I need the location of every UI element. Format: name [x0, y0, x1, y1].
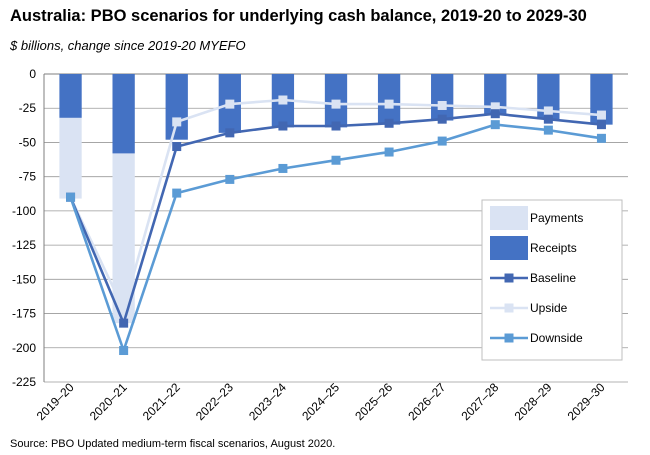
bar-payments	[59, 117, 82, 199]
marker-upside	[225, 99, 235, 109]
bar-receipts	[484, 74, 507, 116]
bar-receipts	[537, 74, 560, 120]
marker-baseline	[119, 318, 129, 328]
x-tick-label: 2022–23	[193, 380, 236, 423]
y-tick-label: -150	[12, 272, 36, 286]
bar-receipts	[59, 74, 82, 118]
marker-upside	[172, 117, 182, 127]
x-tick-label: 2024–25	[299, 380, 342, 423]
y-tick-label: -125	[12, 238, 36, 252]
bar-payments	[112, 153, 135, 324]
bar-receipts	[431, 74, 454, 121]
y-tick-label: -225	[12, 375, 36, 389]
marker-upside	[384, 99, 394, 109]
chart-title: Australia: PBO scenarios for underlying …	[10, 7, 587, 25]
marker-upside	[543, 106, 553, 116]
marker-downside	[119, 346, 129, 356]
x-tick-label: 2020–21	[87, 380, 130, 423]
marker-baseline	[278, 121, 288, 131]
marker-downside	[437, 136, 447, 146]
legend-label: Payments	[530, 211, 583, 225]
y-tick-label: -175	[12, 307, 36, 321]
y-tick-label: -75	[19, 170, 37, 184]
marker-downside	[66, 192, 76, 202]
marker-baseline	[543, 114, 553, 124]
marker-baseline	[596, 120, 606, 130]
x-tick-label: 2023–24	[246, 380, 289, 423]
chart-subtitle: $ billions, change since 2019-20 MYEFO	[10, 38, 246, 53]
x-tick-label: 2025–26	[352, 380, 395, 423]
marker-downside	[384, 147, 394, 157]
marker-baseline	[384, 118, 394, 128]
legend-label: Receipts	[530, 241, 577, 255]
legend-label: Downside	[530, 331, 583, 345]
marker-downside	[490, 120, 500, 130]
legend-label: Upside	[530, 301, 568, 315]
x-tick-label: 2026–27	[405, 380, 448, 423]
legend-swatch	[490, 236, 528, 260]
y-tick-label: -200	[12, 341, 36, 355]
marker-baseline	[490, 109, 500, 119]
legend-label: Baseline	[530, 271, 576, 285]
bar-receipts	[165, 74, 188, 140]
bar-receipts	[112, 74, 135, 154]
marker-upside	[490, 102, 500, 112]
x-tick-label: 2028–29	[512, 380, 555, 423]
marker-baseline	[225, 128, 235, 138]
legend-swatch-marker	[504, 303, 514, 313]
marker-downside	[278, 163, 288, 173]
legend-swatch-marker	[504, 333, 514, 343]
marker-downside	[596, 133, 606, 143]
y-tick-label: -100	[12, 204, 36, 218]
marker-upside	[437, 100, 447, 110]
y-tick-label: 0	[29, 67, 36, 81]
x-tick-label: 2029–30	[565, 380, 608, 423]
chart-source: Source: PBO Updated medium-term fiscal s…	[10, 438, 336, 450]
marker-downside	[543, 125, 553, 135]
marker-upside	[278, 95, 288, 105]
marker-downside	[331, 155, 341, 165]
x-tick-label: 2019–20	[34, 380, 77, 423]
x-tick-label: 2021–22	[140, 380, 183, 423]
legend-swatch-marker	[504, 273, 514, 283]
y-tick-label: -25	[19, 101, 37, 115]
bar-receipts	[377, 74, 401, 125]
marker-downside	[225, 174, 235, 184]
marker-upside	[331, 99, 341, 109]
legend-swatch	[490, 206, 528, 230]
marker-downside	[172, 188, 182, 198]
bar-receipts	[590, 74, 613, 125]
marker-upside	[119, 304, 129, 314]
marker-baseline	[172, 142, 182, 152]
x-tick-label: 2027–28	[458, 380, 501, 423]
y-tick-label: -50	[19, 135, 37, 149]
marker-upside	[596, 110, 606, 120]
marker-baseline	[437, 114, 447, 124]
marker-baseline	[331, 121, 341, 131]
